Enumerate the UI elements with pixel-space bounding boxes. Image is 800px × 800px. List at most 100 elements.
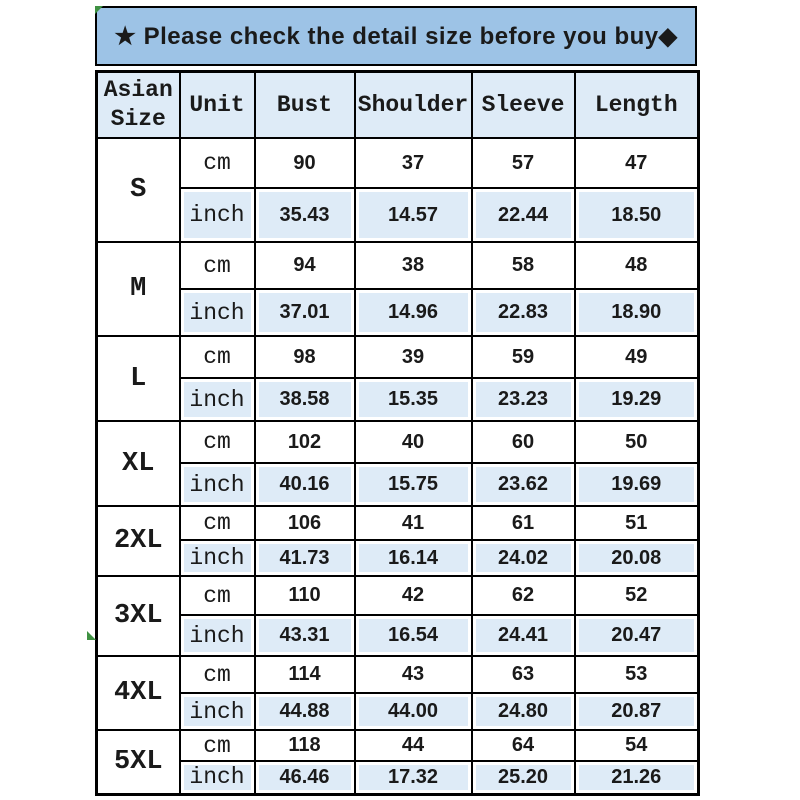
cell-bust-inch: 37.01 <box>253 288 356 337</box>
cell-bust-cm: 102 <box>253 420 356 464</box>
table-row: S cm 90 37 57 47 <box>95 137 700 243</box>
cell-sleeve-inch: 25.20 <box>470 760 576 795</box>
size-label: L <box>95 335 181 422</box>
cell-shoulder-inch: 44.00 <box>353 692 473 731</box>
cell-sleeve-inch: 24.41 <box>470 614 576 657</box>
size-chart-table: Asian Size Unit Bust Shoulder Sleeve Len… <box>95 70 700 796</box>
table-row: 4XL cm 114 43 63 53 <box>95 655 700 731</box>
size-label: XL <box>95 420 181 507</box>
cell-sleeve-cm: 57 <box>470 137 576 189</box>
table-header-row: Asian Size Unit Bust Shoulder Sleeve Len… <box>95 70 700 139</box>
cell-bust-cm: 106 <box>253 505 356 541</box>
cell-shoulder-inch: 16.54 <box>353 614 473 657</box>
table-row: inch 37.01 14.96 22.83 18.90 <box>97 288 700 337</box>
cell-bust-cm: 90 <box>253 137 356 189</box>
table-row: 3XL cm 110 42 62 52 <box>95 575 700 657</box>
cell-sleeve-inch: 23.23 <box>470 377 576 422</box>
unit-label-cm: cm <box>178 335 256 379</box>
cell-length-cm: 54 <box>573 729 700 762</box>
cell-sleeve-cm: 58 <box>470 241 576 290</box>
cell-length-inch: 20.47 <box>573 614 700 657</box>
banner: ★ Please check the detail size before yo… <box>87 6 697 640</box>
unit-label-cm: cm <box>178 505 256 541</box>
size-group-4xl: 4XL cm 114 43 63 53 inch 44.88 44.00 24.… <box>95 655 700 731</box>
cell-length-cm: 50 <box>573 420 700 464</box>
cell-bust-cm: 98 <box>253 335 356 379</box>
size-group-l: L cm 98 39 59 49 inch 38.58 15.35 23.23 … <box>95 335 700 422</box>
cell-bust-inch: 41.73 <box>253 539 356 577</box>
banner-text: ★ Please check the detail size before yo… <box>114 22 678 50</box>
unit-label-cm: cm <box>178 729 256 762</box>
unit-label-cm: cm <box>178 420 256 464</box>
cell-length-inch: 19.69 <box>573 462 700 507</box>
table-row: inch 46.46 17.32 25.20 21.26 <box>97 760 700 795</box>
cell-length-inch: 18.50 <box>573 187 700 243</box>
cell-bust-inch: 43.31 <box>253 614 356 657</box>
unit-label-inch: inch <box>178 614 256 657</box>
unit-label-cm: cm <box>178 655 256 694</box>
table-row: 2XL cm 106 41 61 51 <box>95 505 700 577</box>
table-row: XL cm 102 40 60 50 <box>95 420 700 507</box>
cell-sleeve-inch: 22.83 <box>470 288 576 337</box>
unit-label-cm: cm <box>178 137 256 189</box>
cell-sleeve-inch: 24.80 <box>470 692 576 731</box>
cell-shoulder-cm: 41 <box>353 505 473 541</box>
table-row: inch 44.88 44.00 24.80 20.87 <box>97 692 700 731</box>
cell-sleeve-cm: 64 <box>470 729 576 762</box>
size-label: S <box>95 137 181 243</box>
cell-length-cm: 51 <box>573 505 700 541</box>
cell-shoulder-inch: 17.32 <box>353 760 473 795</box>
cell-length-cm: 49 <box>573 335 700 379</box>
size-label: 4XL <box>95 655 181 731</box>
cell-shoulder-cm: 38 <box>353 241 473 290</box>
unit-label-inch: inch <box>178 377 256 422</box>
edge-artifact-icon <box>87 631 96 640</box>
col-header-sleeve: Sleeve <box>470 70 576 139</box>
size-group-m: M cm 94 38 58 48 inch 37.01 14.96 22.83 … <box>95 241 700 337</box>
col-header-asian-size: Asian Size <box>95 70 181 139</box>
cell-sleeve-cm: 63 <box>470 655 576 694</box>
cell-length-cm: 47 <box>573 137 700 189</box>
cell-length-cm: 48 <box>573 241 700 290</box>
cell-bust-inch: 35.43 <box>253 187 356 243</box>
cell-shoulder-cm: 40 <box>353 420 473 464</box>
cell-bust-inch: 46.46 <box>253 760 356 795</box>
cell-bust-cm: 118 <box>253 729 356 762</box>
cell-shoulder-inch: 14.96 <box>353 288 473 337</box>
table-row: inch 41.73 16.14 24.02 20.08 <box>97 539 700 577</box>
cell-length-cm: 53 <box>573 655 700 694</box>
cell-shoulder-inch: 15.35 <box>353 377 473 422</box>
unit-label-cm: cm <box>178 575 256 616</box>
table-row: L cm 98 39 59 49 <box>95 335 700 422</box>
cell-sleeve-cm: 59 <box>470 335 576 379</box>
unit-label-inch: inch <box>178 692 256 731</box>
cell-sleeve-cm: 61 <box>470 505 576 541</box>
unit-label-inch: inch <box>178 462 256 507</box>
cell-shoulder-inch: 14.57 <box>353 187 473 243</box>
unit-label-cm: cm <box>178 241 256 290</box>
cell-bust-inch: 38.58 <box>253 377 356 422</box>
cell-sleeve-inch: 23.62 <box>470 462 576 507</box>
size-chart-sheet: ★ Please check the detail size before yo… <box>87 6 700 796</box>
unit-label-inch: inch <box>178 760 256 795</box>
cell-length-cm: 52 <box>573 575 700 616</box>
cell-shoulder-cm: 39 <box>353 335 473 379</box>
cell-bust-cm: 114 <box>253 655 356 694</box>
size-group-2xl: 2XL cm 106 41 61 51 inch 41.73 16.14 24.… <box>95 505 700 577</box>
col-header-unit: Unit <box>178 70 256 139</box>
size-label: 2XL <box>95 505 181 577</box>
cell-shoulder-inch: 15.75 <box>353 462 473 507</box>
unit-label-inch: inch <box>178 539 256 577</box>
col-header-shoulder: Shoulder <box>353 70 473 139</box>
cell-bust-cm: 94 <box>253 241 356 290</box>
cell-sleeve-cm: 60 <box>470 420 576 464</box>
cell-shoulder-inch: 16.14 <box>353 539 473 577</box>
table-row: inch 38.58 15.35 23.23 19.29 <box>97 377 700 422</box>
cell-length-inch: 21.26 <box>573 760 700 795</box>
corner-artifact-icon <box>95 6 103 14</box>
cell-sleeve-inch: 24.02 <box>470 539 576 577</box>
cell-sleeve-cm: 62 <box>470 575 576 616</box>
table-row: inch 43.31 16.54 24.41 20.47 <box>97 614 700 657</box>
cell-shoulder-cm: 42 <box>353 575 473 616</box>
table-row: inch 35.43 14.57 22.44 18.50 <box>97 187 700 243</box>
